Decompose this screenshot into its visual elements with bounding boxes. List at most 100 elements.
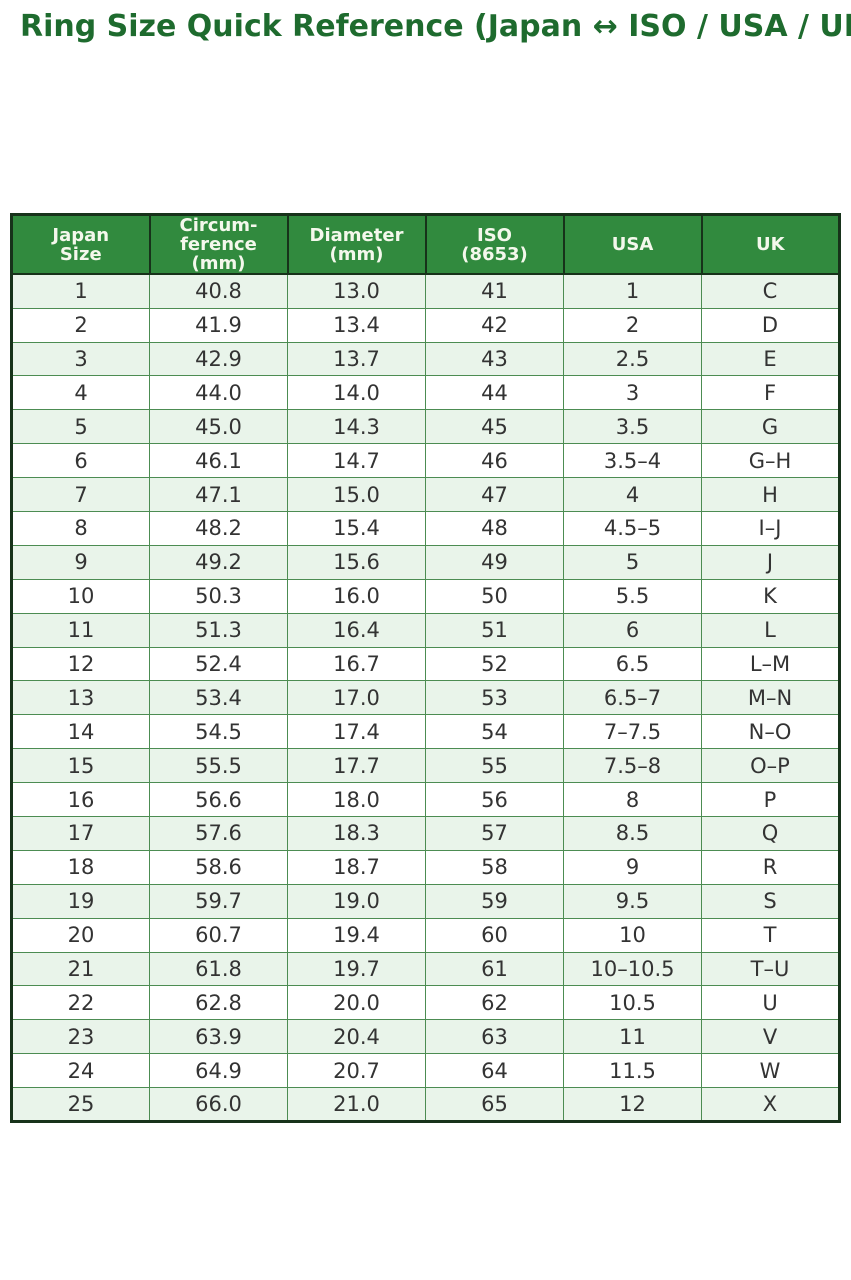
cell-iso-8653: 58 bbox=[425, 849, 564, 885]
cell-usa: 3.5–4 bbox=[563, 443, 702, 479]
cell-diameter-mm: 14.0 bbox=[287, 375, 426, 411]
cell-diameter-mm: 16.7 bbox=[287, 646, 426, 682]
table-row: 3 42.9 13.7 43 2.5 E bbox=[11, 341, 840, 377]
cell-iso-8653: 64 bbox=[425, 1053, 564, 1089]
cell-japan-size: 4 bbox=[11, 375, 150, 411]
cell-japan-size: 13 bbox=[11, 680, 150, 716]
cell-japan-size: 3 bbox=[11, 341, 150, 377]
cell-circumference-mm: 61.8 bbox=[149, 951, 288, 987]
cell-circumference-mm: 63.9 bbox=[149, 1019, 288, 1055]
table-row: 8 48.2 15.4 48 4.5–5 I–J bbox=[11, 510, 840, 546]
cell-iso-8653: 45 bbox=[425, 409, 564, 445]
cell-uk: V bbox=[701, 1019, 840, 1055]
cell-diameter-mm: 20.4 bbox=[287, 1019, 426, 1055]
cell-circumference-mm: 62.8 bbox=[149, 985, 288, 1021]
cell-iso-8653: 51 bbox=[425, 612, 564, 648]
column-header-japan-size: Japan Size bbox=[10, 213, 151, 276]
table-row: 23 63.9 20.4 63 11 V bbox=[11, 1019, 840, 1055]
cell-circumference-mm: 55.5 bbox=[149, 748, 288, 784]
table-row: 11 51.3 16.4 51 6 L bbox=[11, 612, 840, 648]
cell-diameter-mm: 15.0 bbox=[287, 477, 426, 512]
cell-diameter-mm: 16.4 bbox=[287, 612, 426, 648]
cell-japan-size: 10 bbox=[11, 578, 150, 614]
table-row: 12 52.4 16.7 52 6.5 L–M bbox=[11, 646, 840, 682]
table-row: 10 50.3 16.0 50 5.5 K bbox=[11, 578, 840, 614]
table-row: 2 41.9 13.4 42 2 D bbox=[11, 307, 840, 343]
cell-uk: L–M bbox=[701, 646, 840, 682]
table-row: 25 66.0 21.0 65 12 X bbox=[11, 1087, 840, 1122]
cell-usa: 7–7.5 bbox=[563, 714, 702, 750]
cell-japan-size: 24 bbox=[11, 1053, 150, 1089]
cell-diameter-mm: 20.7 bbox=[287, 1053, 426, 1089]
cell-uk: T bbox=[701, 917, 840, 953]
cell-usa: 3 bbox=[563, 375, 702, 411]
cell-japan-size: 18 bbox=[11, 849, 150, 885]
cell-uk: N–O bbox=[701, 714, 840, 750]
cell-circumference-mm: 46.1 bbox=[149, 443, 288, 479]
cell-usa: 10 bbox=[563, 917, 702, 953]
cell-usa: 4.5–5 bbox=[563, 510, 702, 546]
cell-usa: 11 bbox=[563, 1019, 702, 1055]
cell-japan-size: 14 bbox=[11, 714, 150, 750]
cell-uk: F bbox=[701, 375, 840, 411]
cell-japan-size: 25 bbox=[11, 1087, 150, 1122]
cell-uk: L bbox=[701, 612, 840, 648]
table-row: 24 64.9 20.7 64 11.5 W bbox=[11, 1053, 840, 1089]
cell-iso-8653: 59 bbox=[425, 883, 564, 919]
cell-usa: 2 bbox=[563, 307, 702, 343]
cell-uk: E bbox=[701, 341, 840, 377]
cell-uk: G bbox=[701, 409, 840, 445]
ring-size-table: Japan Size Circum- ference (mm) Diameter (… bbox=[10, 213, 841, 1123]
cell-iso-8653: 52 bbox=[425, 646, 564, 682]
cell-usa: 7.5–8 bbox=[563, 748, 702, 784]
cell-japan-size: 22 bbox=[11, 985, 150, 1021]
column-header-diameter-mm: Diameter (mm) bbox=[286, 213, 427, 276]
cell-circumference-mm: 57.6 bbox=[149, 815, 288, 851]
cell-japan-size: 7 bbox=[11, 477, 150, 512]
cell-iso-8653: 48 bbox=[425, 510, 564, 546]
cell-uk: P bbox=[701, 782, 840, 817]
table-row: 21 61.8 19.7 61 10–10.5 T–U bbox=[11, 951, 840, 987]
cell-circumference-mm: 64.9 bbox=[149, 1053, 288, 1089]
table-row: 22 62.8 20.0 62 10.5 U bbox=[11, 985, 840, 1021]
cell-uk: I–J bbox=[701, 510, 840, 546]
page-title: Ring Size Quick Reference (Japan ↔ ISO /… bbox=[20, 9, 851, 44]
cell-diameter-mm: 18.3 bbox=[287, 815, 426, 851]
cell-iso-8653: 42 bbox=[425, 307, 564, 343]
cell-iso-8653: 55 bbox=[425, 748, 564, 784]
cell-iso-8653: 62 bbox=[425, 985, 564, 1021]
cell-japan-size: 9 bbox=[11, 544, 150, 580]
cell-circumference-mm: 56.6 bbox=[149, 782, 288, 817]
cell-iso-8653: 54 bbox=[425, 714, 564, 750]
cell-usa: 9 bbox=[563, 849, 702, 885]
table-header-row: Japan Size Circum- ference (mm) Diameter (… bbox=[10, 213, 841, 276]
table-row: 19 59.7 19.0 59 9.5 S bbox=[11, 883, 840, 919]
table-row: 4 44.0 14.0 44 3 F bbox=[11, 375, 840, 411]
cell-iso-8653: 53 bbox=[425, 680, 564, 716]
cell-diameter-mm: 19.7 bbox=[287, 951, 426, 987]
cell-diameter-mm: 13.0 bbox=[287, 273, 426, 309]
cell-diameter-mm: 17.7 bbox=[287, 748, 426, 784]
cell-circumference-mm: 48.2 bbox=[149, 510, 288, 546]
table-row: 13 53.4 17.0 53 6.5–7 M–N bbox=[11, 680, 840, 716]
cell-japan-size: 12 bbox=[11, 646, 150, 682]
cell-japan-size: 2 bbox=[11, 307, 150, 343]
cell-uk: O–P bbox=[701, 748, 840, 784]
cell-japan-size: 17 bbox=[11, 815, 150, 851]
cell-usa: 10.5 bbox=[563, 985, 702, 1021]
cell-japan-size: 21 bbox=[11, 951, 150, 987]
column-header-iso-8653: ISO (8653) bbox=[424, 213, 565, 276]
cell-diameter-mm: 21.0 bbox=[287, 1087, 426, 1122]
table-head: Japan Size Circum- ference (mm) Diameter (… bbox=[10, 213, 841, 276]
table-row: 14 54.5 17.4 54 7–7.5 N–O bbox=[11, 714, 840, 750]
cell-iso-8653: 61 bbox=[425, 951, 564, 987]
cell-uk: S bbox=[701, 883, 840, 919]
table-row: 18 58.6 18.7 58 9 R bbox=[11, 849, 840, 885]
cell-usa: 6.5 bbox=[563, 646, 702, 682]
cell-usa: 3.5 bbox=[563, 409, 702, 445]
cell-iso-8653: 65 bbox=[425, 1087, 564, 1122]
cell-diameter-mm: 14.3 bbox=[287, 409, 426, 445]
cell-usa: 6.5–7 bbox=[563, 680, 702, 716]
cell-usa: 5.5 bbox=[563, 578, 702, 614]
cell-usa: 8.5 bbox=[563, 815, 702, 851]
